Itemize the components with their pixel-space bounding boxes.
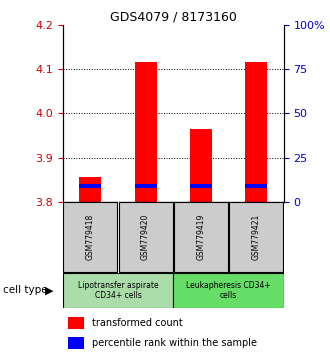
Bar xyxy=(63,202,117,272)
Text: GSM779418: GSM779418 xyxy=(86,214,95,260)
Bar xyxy=(79,184,101,188)
Bar xyxy=(245,62,267,202)
Bar xyxy=(173,273,284,308)
Text: Leukapheresis CD34+
cells: Leukapheresis CD34+ cells xyxy=(186,281,271,300)
Bar xyxy=(135,184,157,188)
Text: ▶: ▶ xyxy=(45,285,54,295)
Bar xyxy=(190,184,212,188)
Bar xyxy=(63,273,173,308)
Text: GSM779419: GSM779419 xyxy=(196,214,205,261)
Text: cell type: cell type xyxy=(3,285,48,295)
Bar xyxy=(68,318,84,329)
Bar xyxy=(190,129,212,202)
Text: GSM779421: GSM779421 xyxy=(252,214,261,260)
Bar xyxy=(118,202,173,272)
Bar xyxy=(79,177,101,202)
Bar xyxy=(174,202,228,272)
Title: GDS4079 / 8173160: GDS4079 / 8173160 xyxy=(110,11,237,24)
Bar xyxy=(245,184,267,188)
Bar xyxy=(68,337,84,349)
Bar xyxy=(135,62,157,202)
Text: transformed count: transformed count xyxy=(92,318,182,329)
Text: Lipotransfer aspirate
CD34+ cells: Lipotransfer aspirate CD34+ cells xyxy=(78,281,158,300)
Bar xyxy=(229,202,283,272)
Text: GSM779420: GSM779420 xyxy=(141,214,150,261)
Text: percentile rank within the sample: percentile rank within the sample xyxy=(92,338,257,348)
